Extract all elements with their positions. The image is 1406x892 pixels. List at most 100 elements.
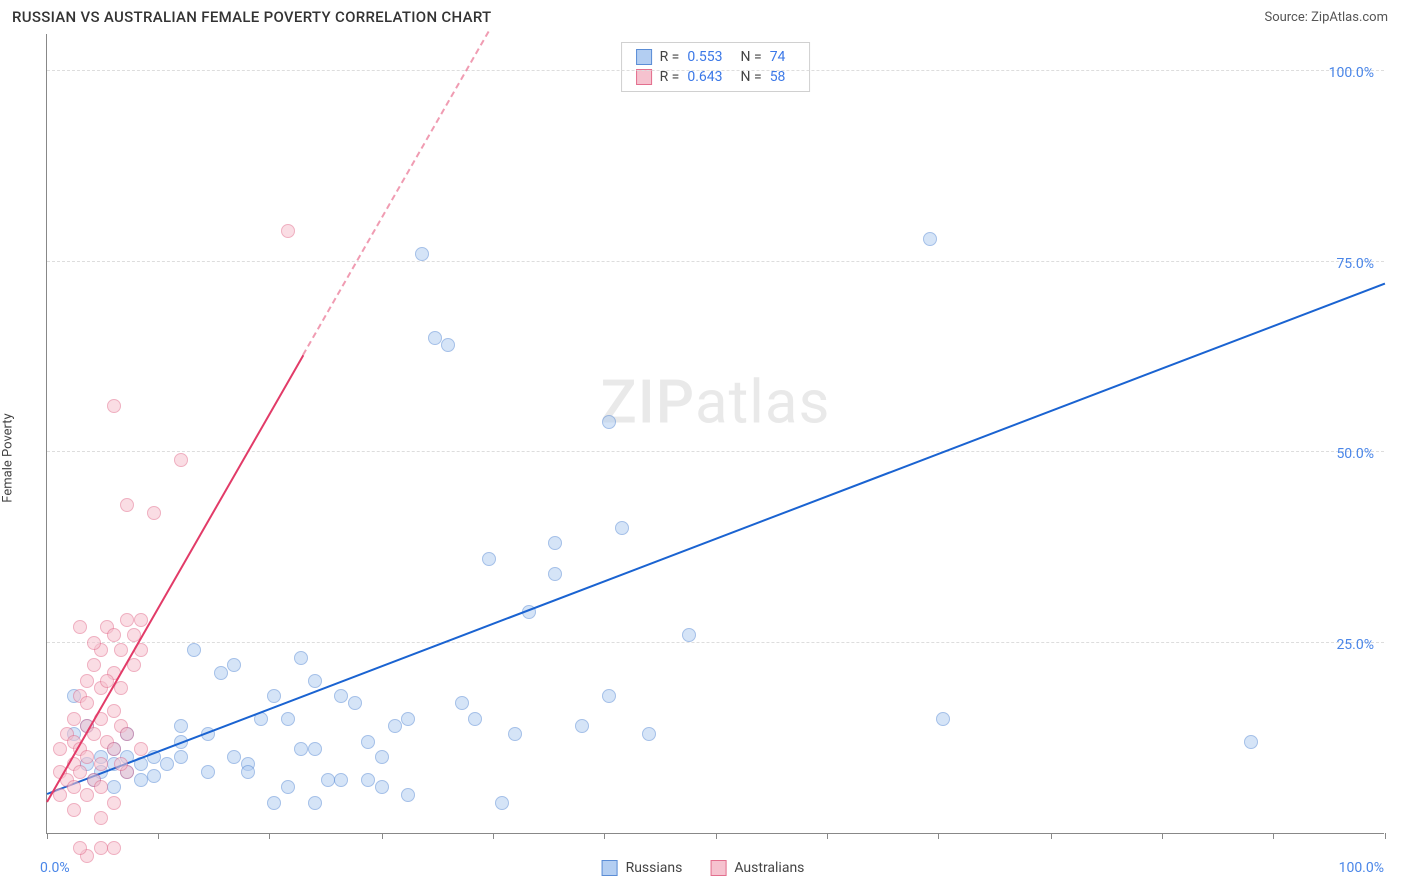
gridline xyxy=(47,70,1384,71)
data-point xyxy=(348,696,362,710)
data-point xyxy=(94,757,108,771)
y-axis-label: Female Poverty xyxy=(1,413,16,502)
data-point xyxy=(375,780,389,794)
data-point xyxy=(682,628,696,642)
data-point xyxy=(227,750,241,764)
data-point xyxy=(53,788,67,802)
data-point xyxy=(375,750,389,764)
data-point xyxy=(80,788,94,802)
legend-n-value: 58 xyxy=(770,69,786,85)
data-point xyxy=(401,712,415,726)
data-point xyxy=(281,224,295,238)
data-point xyxy=(602,415,616,429)
x-tick xyxy=(1273,833,1274,839)
x-tick xyxy=(1385,833,1386,839)
x-axis-min-label: 0.0% xyxy=(40,860,70,876)
legend-row: R =0.553N =74 xyxy=(622,47,810,67)
legend-label: Russians xyxy=(626,860,683,876)
data-point xyxy=(174,750,188,764)
data-point xyxy=(67,803,81,817)
legend-swatch xyxy=(710,860,726,876)
legend-r-value: 0.553 xyxy=(687,49,722,65)
x-tick xyxy=(716,833,717,839)
series-legend: Russians Australians xyxy=(602,860,805,876)
data-point xyxy=(107,841,121,855)
data-point xyxy=(415,247,429,261)
data-point xyxy=(428,331,442,345)
data-point xyxy=(1244,735,1258,749)
y-tick-label: 50.0% xyxy=(1336,446,1374,462)
data-point xyxy=(147,506,161,520)
x-tick xyxy=(47,833,48,839)
data-point xyxy=(87,658,101,672)
chart-title: RUSSIAN VS AUSTRALIAN FEMALE POVERTY COR… xyxy=(12,8,492,26)
data-point xyxy=(94,811,108,825)
data-point xyxy=(281,780,295,794)
x-tick xyxy=(1162,833,1163,839)
data-point xyxy=(107,704,121,718)
data-point xyxy=(134,773,148,787)
legend-item: Russians xyxy=(602,860,683,876)
data-point xyxy=(114,757,128,771)
data-point xyxy=(80,674,94,688)
data-point xyxy=(147,769,161,783)
data-point xyxy=(441,338,455,352)
data-point xyxy=(267,689,281,703)
gridline xyxy=(47,261,1384,262)
data-point xyxy=(495,796,509,810)
legend-r-label: R = xyxy=(660,69,680,85)
data-point xyxy=(107,628,121,642)
data-point xyxy=(923,232,937,246)
y-tick-label: 75.0% xyxy=(1336,256,1374,272)
watermark-suffix: atlas xyxy=(695,366,830,437)
y-tick-label: 25.0% xyxy=(1336,637,1374,653)
data-point xyxy=(174,719,188,733)
x-tick xyxy=(382,833,383,839)
watermark-prefix: ZIP xyxy=(601,366,695,437)
data-point xyxy=(482,552,496,566)
x-tick xyxy=(938,833,939,839)
data-point xyxy=(120,727,134,741)
source-attribution: Source: ZipAtlas.com xyxy=(1264,10,1388,25)
data-point xyxy=(241,765,255,779)
data-point xyxy=(94,780,108,794)
data-point xyxy=(308,742,322,756)
data-point xyxy=(94,841,108,855)
legend-swatch xyxy=(636,69,652,85)
data-point xyxy=(468,712,482,726)
x-tick xyxy=(604,833,605,839)
data-point xyxy=(548,536,562,550)
legend-r-label: R = xyxy=(660,49,680,65)
data-point xyxy=(67,712,81,726)
data-point xyxy=(187,643,201,657)
data-point xyxy=(267,796,281,810)
data-point xyxy=(455,696,469,710)
data-point xyxy=(642,727,656,741)
data-point xyxy=(120,498,134,512)
plot-area: ZIPatlas R =0.553N =74R =0.643N =58 25.0… xyxy=(46,34,1384,834)
legend-r-value: 0.643 xyxy=(687,69,722,85)
data-point xyxy=(308,674,322,688)
legend-n-label: N = xyxy=(741,49,762,65)
data-point xyxy=(134,613,148,627)
data-point xyxy=(80,750,94,764)
x-tick xyxy=(269,833,270,839)
gridline xyxy=(47,642,1384,643)
trend-line-dashed xyxy=(302,32,489,356)
data-point xyxy=(388,719,402,733)
legend-n-label: N = xyxy=(741,69,762,85)
data-point xyxy=(361,735,375,749)
x-tick xyxy=(493,833,494,839)
data-point xyxy=(936,712,950,726)
data-point xyxy=(294,742,308,756)
y-tick-label: 100.0% xyxy=(1329,65,1374,81)
x-tick xyxy=(158,833,159,839)
data-point xyxy=(53,742,67,756)
data-point xyxy=(87,636,101,650)
data-point xyxy=(73,765,87,779)
data-point xyxy=(120,613,134,627)
data-point xyxy=(73,620,87,634)
data-point xyxy=(160,757,174,771)
legend-label: Australians xyxy=(734,860,804,876)
chart-container: Female Poverty ZIPatlas R =0.553N =74R =… xyxy=(0,34,1406,882)
